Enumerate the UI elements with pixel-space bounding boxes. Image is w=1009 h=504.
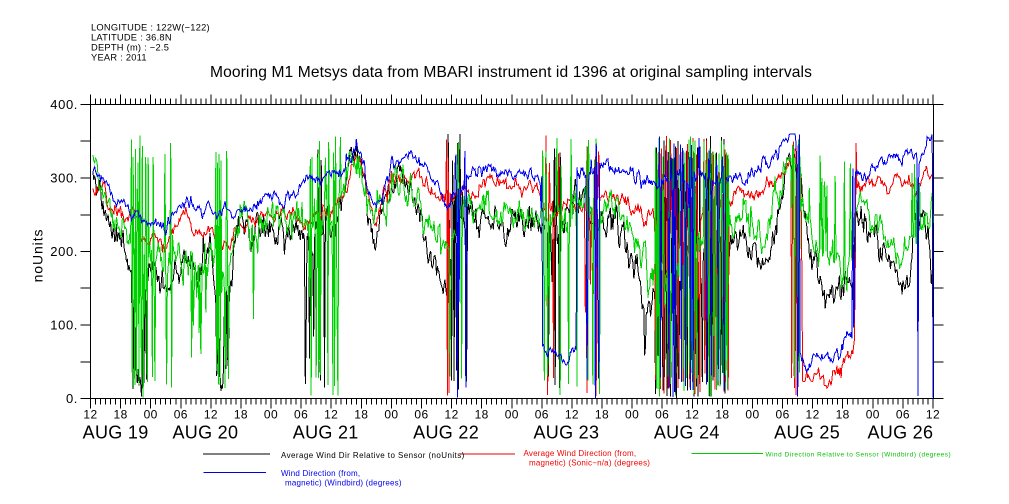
svg-text:00: 00 [505, 408, 519, 422]
svg-text:200.: 200. [50, 244, 78, 259]
svg-text:18: 18 [595, 408, 609, 422]
svg-text:00: 00 [745, 408, 759, 422]
svg-text:0.: 0. [66, 391, 78, 406]
svg-text:18: 18 [836, 408, 850, 422]
svg-text:06: 06 [535, 408, 549, 422]
svg-text:06: 06 [294, 408, 308, 422]
svg-text:AUG 21: AUG 21 [293, 423, 359, 443]
svg-text:Mooring M1 Metsys data from MB: Mooring M1 Metsys data from MBARI instru… [210, 64, 812, 81]
svg-text:06: 06 [896, 408, 910, 422]
svg-text:magnetic) (Windbird) (degrees): magnetic) (Windbird) (degrees) [285, 479, 402, 488]
svg-text:12: 12 [204, 408, 218, 422]
svg-text:12: 12 [445, 408, 459, 422]
svg-text:18: 18 [715, 408, 729, 422]
svg-text:00: 00 [264, 408, 278, 422]
svg-text:AUG 22: AUG 22 [413, 423, 479, 443]
svg-text:18: 18 [354, 408, 368, 422]
svg-text:12: 12 [685, 408, 699, 422]
svg-text:12: 12 [324, 408, 338, 422]
svg-text:AUG 26: AUG 26 [867, 423, 933, 443]
svg-text:noUnits: noUnits [30, 229, 46, 283]
svg-text:YEAR : 2011: YEAR : 2011 [91, 52, 147, 62]
svg-text:18: 18 [475, 408, 489, 422]
svg-text:06: 06 [776, 408, 790, 422]
svg-text:AUG 23: AUG 23 [533, 423, 599, 443]
svg-text:06: 06 [414, 408, 428, 422]
svg-text:AUG 19: AUG 19 [83, 423, 149, 443]
svg-text:Average Wind Dir Relative to S: Average Wind Dir Relative to Sensor (noU… [281, 451, 465, 460]
svg-text:AUG 25: AUG 25 [774, 423, 840, 443]
svg-text:06: 06 [655, 408, 669, 422]
svg-text:AUG 20: AUG 20 [172, 423, 238, 443]
svg-text:12: 12 [565, 408, 579, 422]
svg-text:12: 12 [806, 408, 820, 422]
svg-text:DEPTH (m) : −2.5: DEPTH (m) : −2.5 [91, 43, 169, 53]
svg-text:400.: 400. [50, 97, 78, 112]
svg-text:18: 18 [114, 408, 128, 422]
svg-text:AUG 24: AUG 24 [654, 423, 720, 443]
svg-text:LONGITUDE : 122W(−122): LONGITUDE : 122W(−122) [91, 23, 210, 33]
svg-text:300.: 300. [50, 171, 78, 186]
svg-text:18: 18 [234, 408, 248, 422]
svg-text:magnetic) (Sonic−n/a) (degrees: magnetic) (Sonic−n/a) (degrees) [529, 459, 650, 468]
svg-text:LATITUDE : 36.8N: LATITUDE : 36.8N [91, 33, 172, 43]
svg-text:06: 06 [174, 408, 188, 422]
svg-text:00: 00 [384, 408, 398, 422]
svg-text:100.: 100. [50, 318, 78, 333]
svg-text:Wind Direction (from,: Wind Direction (from, [281, 469, 360, 478]
svg-text:12: 12 [83, 408, 97, 422]
svg-text:00: 00 [625, 408, 639, 422]
svg-text:Average Wind Direction (from,: Average Wind Direction (from, [524, 449, 637, 458]
svg-text:Wind Direction Relative to Sen: Wind Direction Relative to Sensor (Windb… [766, 452, 952, 459]
svg-text:12: 12 [926, 408, 940, 422]
svg-text:00: 00 [144, 408, 158, 422]
svg-text:00: 00 [866, 408, 880, 422]
